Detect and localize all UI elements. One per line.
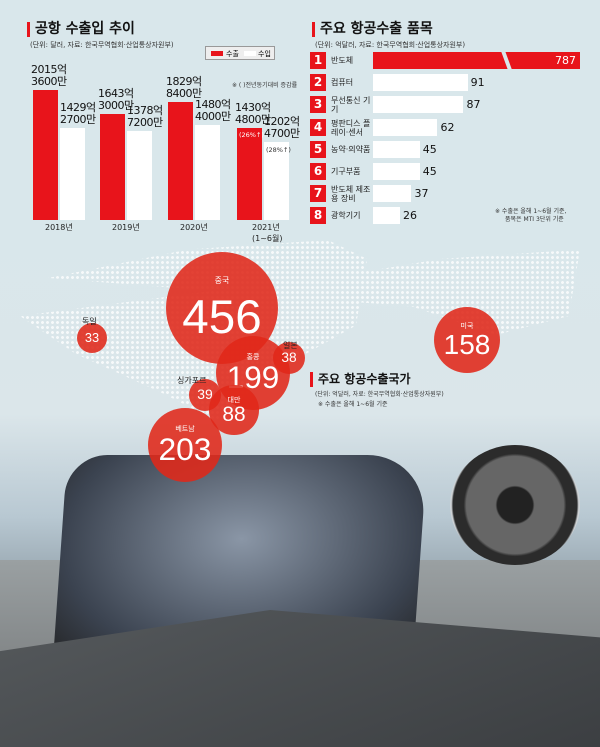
item-label: 광학기기	[331, 211, 361, 221]
bar-value-label: 1643억 3000만	[98, 86, 134, 112]
item-bar	[373, 140, 420, 158]
year-label: 2020년	[180, 223, 208, 232]
year-label: 2019년	[112, 223, 140, 232]
country-bubble: 베트남 203	[147, 407, 223, 483]
item-bar-broken-end	[505, 52, 580, 69]
item-label: 컴퓨터	[331, 78, 354, 88]
bubble-map: 중국 456 베트남 203 홍콩 199 미국 158 대만 88 39 싱가포르 38 일본 33 독일	[76, 252, 500, 483]
chart3-subtitle: (단위: 억달러, 자료: 한국무역협회·산업통상자원부)	[315, 391, 444, 398]
country-label: 독일	[82, 317, 97, 326]
chart2-plot: 1 반도체 787 2 컴퓨터 91 3 무선통신 기기 87 4 평판디스 플레이·센서 62 5 농약…	[0, 0, 600, 235]
rank-badge: 4	[310, 118, 326, 136]
year-label: 2018년	[45, 223, 73, 232]
item-value: 45	[422, 165, 437, 178]
country-value: 456	[182, 290, 262, 344]
item-value: 45	[422, 142, 437, 156]
item-value: 26	[403, 209, 418, 223]
country-bubble: 중국 456	[166, 252, 278, 364]
item-bar	[373, 207, 401, 225]
country-label: 대만	[227, 396, 241, 404]
chart1-title: 공항 수출입 추이	[27, 22, 135, 37]
country-value: 203	[158, 431, 212, 468]
legend-swatch-import	[244, 51, 256, 56]
country-bubble: 33	[76, 322, 108, 354]
item-bar	[373, 185, 412, 203]
chart2-subtitle: (단위: 억달러, 자료: 한국무역협회·산업통상자원부)	[315, 41, 466, 49]
country-value: 33	[84, 329, 100, 345]
bar-import	[127, 131, 152, 220]
item-label: 무선통신 기기	[331, 96, 371, 115]
item-bar	[373, 163, 420, 180]
chart1-note: ※ ( )전년동기대비 증감률	[232, 82, 298, 89]
legend-import: 수입	[258, 50, 271, 58]
item-value: 37	[414, 187, 429, 201]
chart1-plot: 2015억 3600만 1429억 2700만 2018년 1643억 3000만 13…	[0, 0, 300, 244]
chart1-subtitle: (단위: 달러, 자료: 한국무역협회·산업통상자원부)	[30, 41, 174, 49]
item-label: 반도체 제조용 장비	[331, 185, 371, 204]
country-bubble: 38	[272, 341, 306, 375]
country-label: 미국	[460, 322, 474, 330]
bar-value-label: 1202억 4700만	[264, 115, 300, 141]
bar-import	[195, 124, 220, 220]
country-label: 홍콩	[246, 354, 260, 362]
bar-export	[33, 90, 58, 220]
chart2-note-1: ※ 수출은 올해 1~6월 기준,	[495, 208, 567, 215]
item-bar-broken	[373, 52, 508, 69]
bar-value-label: 1430억 4800만	[235, 100, 271, 126]
item-label: 농약·의약품	[331, 144, 371, 154]
rank-badge: 2	[310, 74, 326, 92]
country-label: 중국	[214, 275, 230, 285]
bar-value-label: 1378억 7200만	[127, 104, 163, 130]
country-value: 158	[443, 328, 491, 360]
bar-value-label: 1429억 2700만	[60, 100, 96, 126]
country-value: 39	[197, 386, 213, 403]
item-value: 91	[470, 76, 485, 90]
rank-badge: 6	[310, 163, 326, 180]
bar-export	[100, 113, 125, 220]
rank-badge: 8	[310, 207, 326, 225]
bar-export	[168, 101, 193, 220]
jet-engine	[450, 445, 580, 565]
bar-value-label: 1480억 4000만	[195, 97, 231, 123]
bar-value-label: 2015억 3600만	[31, 63, 67, 88]
chart2-title: 주요 항공수출 품목	[312, 22, 433, 37]
bar-import	[264, 142, 289, 220]
item-value: 87	[466, 98, 481, 112]
import-2021-change: (28%↑)	[266, 146, 291, 154]
country-bubble: 39	[188, 378, 222, 412]
legend-swatch-export	[211, 51, 223, 56]
item-value: 787	[555, 54, 576, 67]
item-value: 62	[440, 120, 455, 134]
rank-badge: 7	[310, 185, 326, 203]
rank-badge: 1	[310, 52, 326, 69]
item-bar	[373, 74, 468, 92]
country-label: 일본	[283, 341, 298, 350]
bar-export	[237, 127, 262, 220]
chart1-legend: 수출 수입	[205, 46, 275, 60]
rank-badge: 5	[310, 140, 326, 158]
chart3-title: 주요 항공수출국가	[310, 372, 411, 387]
item-bar	[373, 96, 464, 114]
country-bubble: 미국 158	[434, 307, 500, 373]
item-label: 평판디스 플레이·센서	[331, 118, 371, 137]
country-label: 싱가포르	[177, 376, 207, 385]
year-label: 2021년 (1~6월)	[252, 223, 283, 243]
chart2-note-2: 품목은 MTI 3단위 기준	[505, 216, 564, 223]
country-value: 38	[281, 350, 297, 366]
chart3-note: ※ 수출은 올해 1~6월 기준	[318, 401, 388, 408]
country-value: 88	[222, 402, 246, 426]
bar-import	[60, 127, 85, 220]
rank-badge: 3	[310, 96, 326, 114]
bar-value-label: 1829억 8400만	[166, 74, 202, 100]
item-label: 반도체	[331, 56, 354, 65]
country-bubble: 대만 88	[209, 385, 259, 435]
item-label: 기구부품	[331, 167, 361, 176]
legend-export: 수출	[226, 50, 239, 58]
country-label: 베트남	[175, 426, 195, 434]
item-bar	[373, 118, 438, 136]
export-2021-change: (26%↑)	[239, 131, 264, 139]
